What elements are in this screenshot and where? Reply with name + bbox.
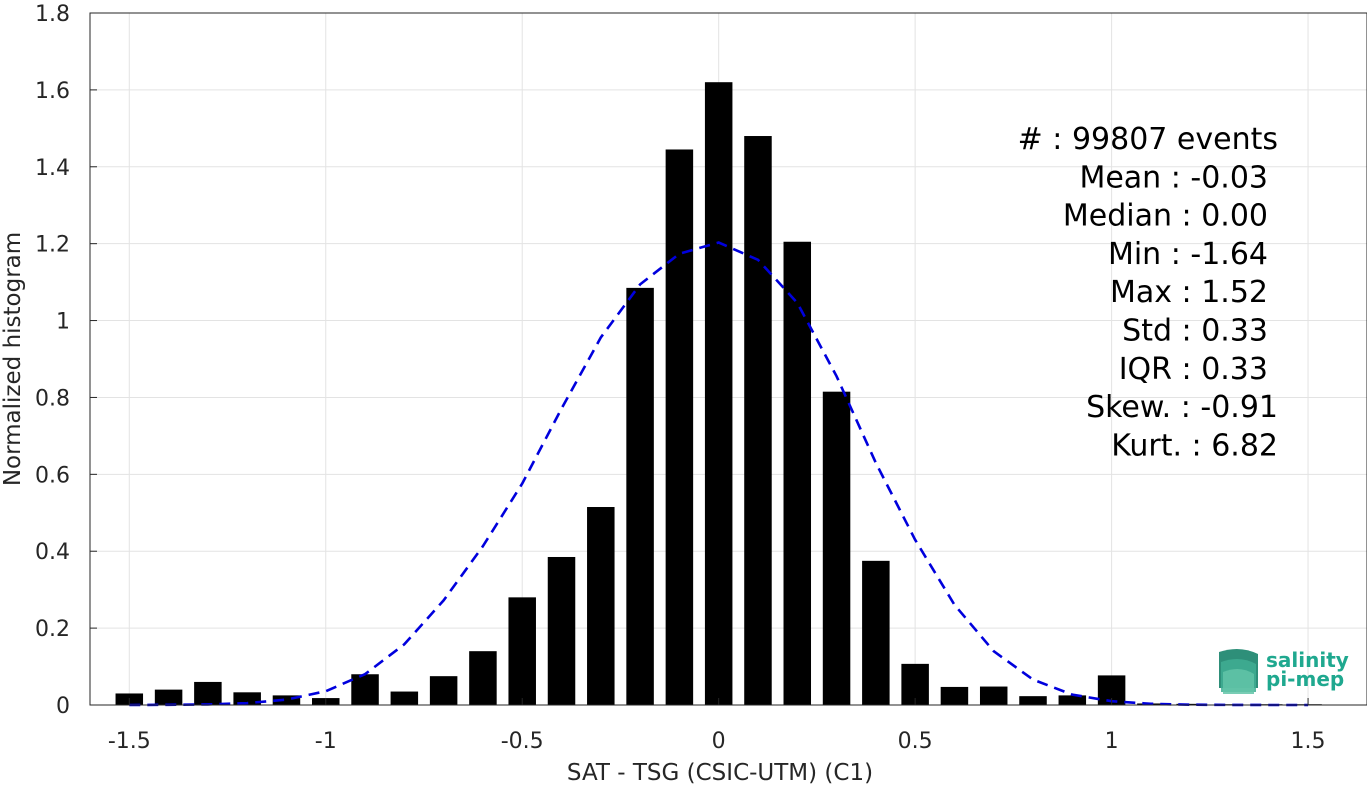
y-tick-label: 0.6	[35, 463, 70, 488]
y-tick-label: 1.4	[35, 156, 70, 181]
y-tick-label: 0.8	[35, 386, 70, 411]
stat-line: Mean : -0.03	[1079, 160, 1268, 195]
histogram-bar	[665, 149, 694, 705]
histogram-bar	[862, 560, 890, 705]
histogram-bar	[822, 391, 851, 705]
logo-line-pimep: pi-mep	[1266, 667, 1344, 691]
y-tick-label: 0	[56, 694, 70, 719]
histogram-bar	[154, 689, 183, 705]
stat-line: Min : -1.64	[1108, 237, 1268, 272]
histogram-bar	[1058, 695, 1087, 705]
x-axis-title: SAT - TSG (CSIC-UTM) (C1)	[567, 760, 873, 785]
stat-line: Skew. : -0.91	[1086, 390, 1278, 425]
histogram-bar	[390, 691, 419, 705]
histogram-bar	[233, 692, 261, 705]
y-tick-label: 1.6	[35, 79, 70, 104]
histogram-bar	[783, 241, 812, 705]
histogram-bar	[587, 507, 615, 705]
histogram-bar	[704, 82, 733, 705]
plot-frame	[89, 12, 1367, 706]
y-tick-label: 1.8	[35, 2, 70, 27]
stat-line: Kurt. : 6.82	[1111, 428, 1278, 463]
stat-line: IQR : 0.33	[1119, 352, 1268, 387]
tick-layer: -1.5 -1 -0.5 0 0.5 1 1.5 0 0.2 0.4 0.6 0.8 1 1.2 1.4 1.…	[35, 2, 1326, 754]
x-tick-label: -1	[315, 729, 337, 754]
stat-line: # : 99807 events	[1018, 122, 1278, 157]
stat-line: Max : 1.52	[1110, 275, 1268, 310]
x-tick-label: 0.5	[898, 729, 933, 754]
histogram-bar	[744, 136, 772, 705]
histogram-bar	[1019, 696, 1047, 705]
wave-logo-icon	[1219, 648, 1258, 694]
histogram-bar	[429, 676, 458, 705]
salinity-pi-mep-logo: salinity pi-mep	[1219, 648, 1349, 694]
y-tick-label: 1	[56, 310, 70, 335]
y-tick-label: 1.2	[35, 233, 70, 258]
histogram-bar	[272, 695, 301, 705]
y-tick-label: 0.2	[35, 617, 70, 642]
stat-line: Std : 0.33	[1122, 314, 1268, 349]
x-tick-label: 1.5	[1291, 729, 1326, 754]
histogram-bar	[547, 556, 576, 705]
histogram-bar	[508, 597, 536, 705]
stat-line: Median : 0.00	[1063, 199, 1268, 234]
histogram-bar	[1176, 703, 1204, 705]
histogram-bar	[469, 651, 497, 705]
y-axis-title: Normalized histogram	[0, 232, 26, 486]
y-tick-label: 0.4	[35, 540, 70, 565]
histogram-bar	[940, 686, 969, 705]
x-tick-label: 0	[712, 729, 726, 754]
histogram-bar	[979, 686, 1008, 705]
histogram-bar	[194, 681, 222, 705]
logo-line-salinity: salinity	[1266, 648, 1349, 672]
histogram-bar	[626, 287, 654, 705]
x-tick-label: 1	[1105, 729, 1119, 754]
histogram-bar	[351, 674, 379, 705]
x-tick-label: -0.5	[501, 729, 544, 754]
x-tick-label: -1.5	[108, 729, 151, 754]
axes-layer	[89, 12, 1367, 706]
